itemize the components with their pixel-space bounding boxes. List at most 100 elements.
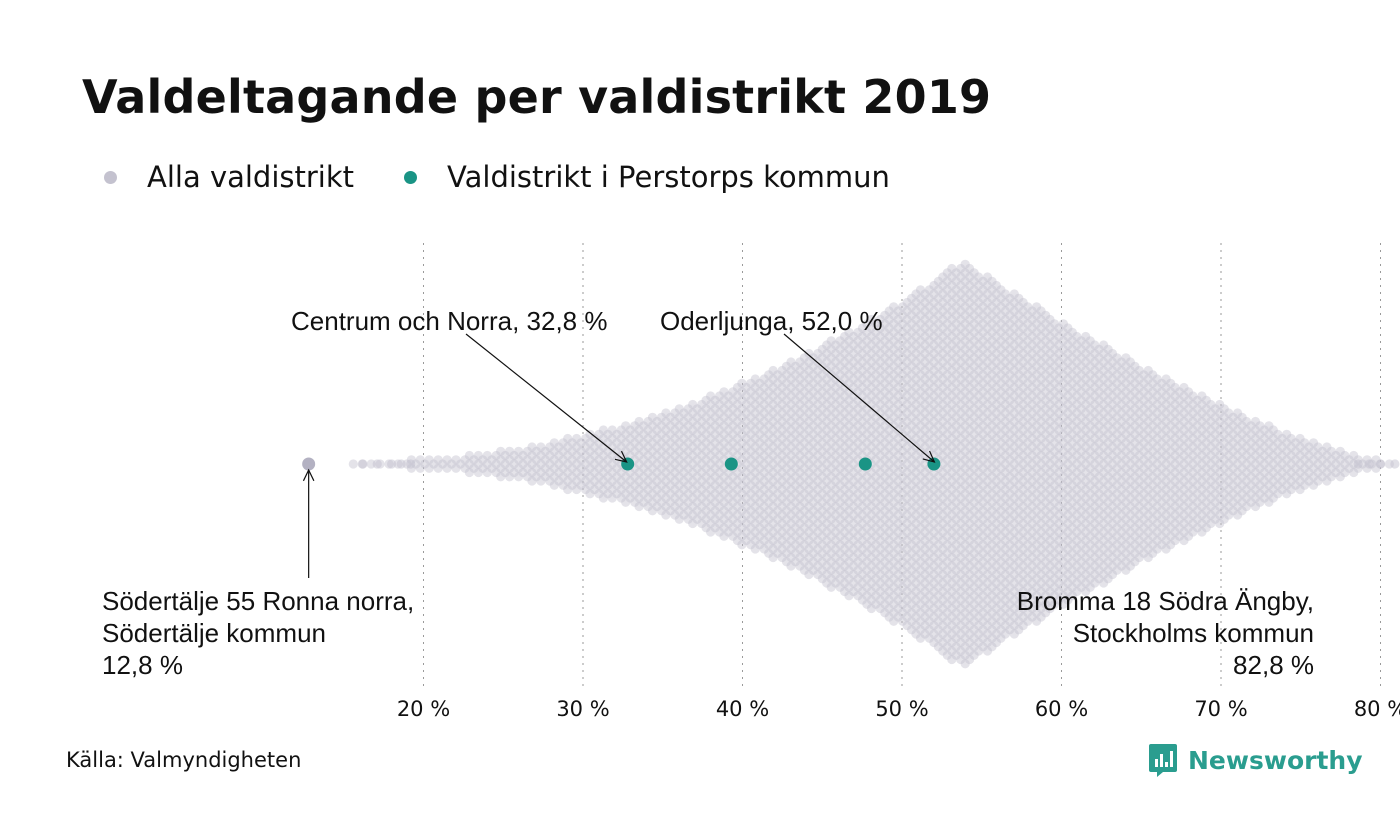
swarm-point [1099,442,1109,452]
swarm-point [911,620,921,631]
swarm-point [768,510,778,520]
swarm-point [1255,472,1265,482]
swarm-point [942,557,952,567]
swarm-point [840,578,850,588]
swarm-point [1157,489,1167,499]
swarm-point [898,540,908,550]
swarm-point [679,416,689,427]
swarm-point [1179,535,1189,546]
swarm-point [1143,493,1153,503]
swarm-point [1201,480,1211,490]
swarm-point [473,459,483,469]
swarm-point [1076,438,1086,448]
swarm-point [1157,421,1167,431]
swarm-point [750,408,760,418]
swarm-point [768,433,778,444]
swarm-point [1179,408,1189,418]
swarm-point [706,501,716,512]
swarm-point [871,455,881,465]
swarm-point [1005,344,1015,354]
swarm-point [496,455,506,465]
swarm-point [920,374,930,384]
swarm-point [884,586,894,597]
swarm-point [607,484,617,495]
swarm-point [1000,416,1011,427]
swarm-point [951,574,961,584]
swarm-point [746,395,756,405]
swarm-point [826,446,836,456]
swarm-point [1228,421,1238,431]
swarm-point [1027,612,1037,622]
swarm-point [1090,425,1100,435]
swarm-point [643,425,653,435]
swarm-point [1233,476,1243,486]
swarm-point [1027,603,1037,614]
swarm-point [831,408,841,418]
swarm-point [974,493,984,503]
swarm-point [1000,467,1011,478]
swarm-point [764,421,774,431]
swarm-point [889,327,899,337]
swarm-point [1036,399,1046,410]
swarm-point [750,425,760,435]
swarm-point [741,391,751,401]
swarm-point [857,518,868,529]
swarm-point [759,535,769,546]
swarm-point [1364,459,1374,469]
swarm-point [844,387,854,397]
swarm-point [1036,484,1046,495]
swarm-point [960,642,970,652]
swarm-point [942,446,952,456]
swarm-point [987,480,997,490]
swarm-point [831,518,841,529]
swarm-point [1067,361,1077,371]
swarm-point [835,472,845,482]
swarm-point [956,450,966,461]
swarm-point [1009,340,1019,350]
swarm-point [1099,450,1109,461]
swarm-point [893,331,903,342]
swarm-point [706,450,716,461]
swarm-point [991,459,1002,469]
swarm-point [1085,582,1095,592]
swarm-point [1009,493,1019,503]
swarm-point [1049,531,1060,541]
swarm-point [929,527,939,537]
swarm-point [1197,501,1207,512]
swarm-point [1009,442,1019,452]
swarm-point [929,535,939,546]
swarm-point [875,603,885,614]
swarm-point [965,595,975,605]
swarm-point [1210,404,1220,414]
swarm-point [871,514,881,524]
swarm-point [603,472,613,482]
swarm-point [1054,510,1064,520]
swarm-point [1000,306,1011,316]
swarm-point [826,531,836,541]
swarm-point [1152,518,1162,529]
swarm-point [1023,523,1033,533]
swarm-point [1143,484,1153,495]
swarm-point [1170,476,1180,486]
swarm-point [817,548,827,558]
swarm-point [1049,404,1060,414]
swarm-point [674,489,684,499]
swarm-point [563,442,573,452]
swarm-point [674,429,684,439]
swarm-point [991,289,1002,299]
swarm-point [840,331,850,342]
swarm-point [1112,438,1122,448]
swarm-point [884,442,894,452]
swarm-point [902,323,912,333]
swarm-point [1014,625,1024,635]
swarm-point [464,459,474,469]
swarm-point [987,548,997,558]
swarm-point [978,625,988,635]
swarm-point [697,399,707,410]
swarm-point [1094,463,1104,473]
swarm-point [1032,523,1042,533]
swarm-point [536,442,546,452]
swarm-point [960,582,970,592]
swarm-point [866,348,877,359]
swarm-point [1130,455,1140,465]
